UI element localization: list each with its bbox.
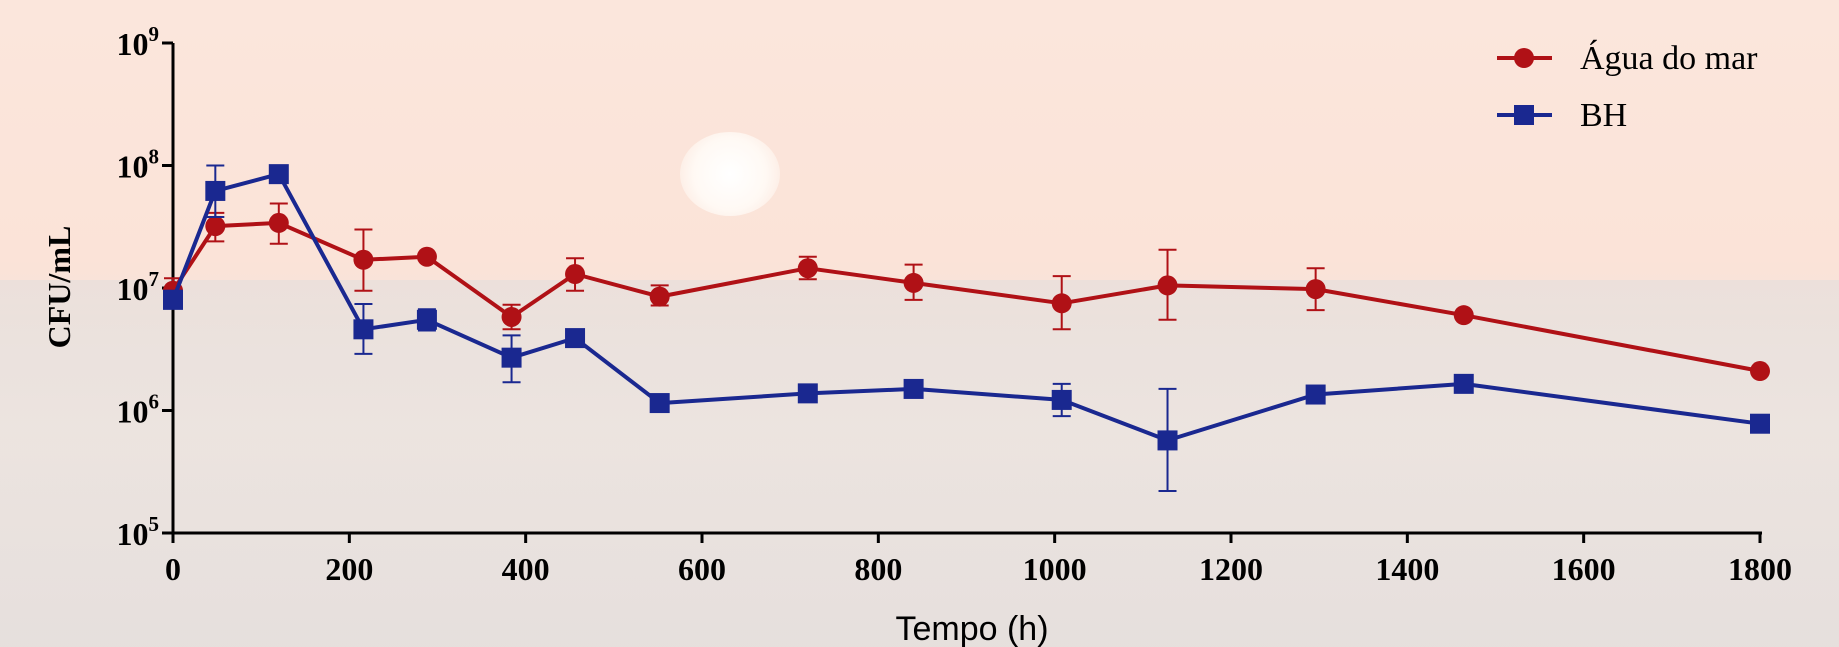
legend-marker [1514,105,1534,125]
x-axis-label: Tempo (h) [895,610,1048,647]
data-point [1453,373,1474,394]
y-tick-label: 108 [117,145,160,185]
legend-label: Água do mar [1580,40,1758,77]
series-2 [163,164,1770,493]
data-point [1305,279,1326,300]
data-point [501,306,522,327]
data-point [1051,293,1072,314]
y-tick-label: 109 [117,22,160,62]
x-tick-label: 1000 [1023,551,1087,587]
x-tick-label: 200 [325,551,373,587]
data-point [268,164,289,185]
legend-item: BH [1497,97,1627,134]
sea-backdrop [0,280,1839,647]
data-point [649,286,670,307]
axes [162,41,1762,543]
data-point [1157,430,1178,451]
data-point [205,216,226,237]
data-point [903,272,924,293]
x-tick-label: 1400 [1375,551,1439,587]
data-point [1051,389,1072,410]
data-point [649,393,670,414]
data-point [1305,384,1326,405]
sun-glow [680,132,780,216]
data-point [353,319,374,340]
data-point [501,347,522,368]
data-point [565,328,586,349]
series-line [171,172,1761,443]
data-point [1453,305,1474,326]
legend: Água do mar BH [1497,40,1758,134]
data-point [205,180,226,201]
data-point [797,258,818,279]
y-tick-label: 105 [117,512,160,552]
legend-item: Água do mar [1497,40,1758,77]
legend-label: BH [1580,97,1627,134]
x-tick-label: 1800 [1728,551,1792,587]
x-tick-label: 400 [502,551,550,587]
x-tick-label: 800 [854,551,902,587]
series-line [171,220,1761,373]
data-point [268,212,289,233]
data-point [416,309,437,330]
series-1 [163,202,1770,382]
legend-marker [1514,48,1534,68]
x-tick-label: 0 [165,551,181,587]
data-point [565,264,586,285]
data-point [1750,413,1770,434]
series-layer [163,164,1770,493]
data-point [163,289,183,310]
y-tick-label: 106 [117,390,160,430]
data-point [1157,275,1178,296]
data-point [903,378,924,399]
x-tick-label: 1600 [1552,551,1616,587]
data-point [797,383,818,404]
x-tick-label: 600 [678,551,726,587]
data-point [353,249,374,270]
y-tick-label: 107 [117,267,160,307]
tick-labels: 0 200 400 600 800 1000 1200 1400 1600 1800 105 106 1… [117,22,1793,587]
x-tick-label: 1200 [1199,551,1263,587]
y-axis-label: CFU/mL [41,226,77,349]
data-point [1750,361,1770,382]
data-point [416,246,437,267]
